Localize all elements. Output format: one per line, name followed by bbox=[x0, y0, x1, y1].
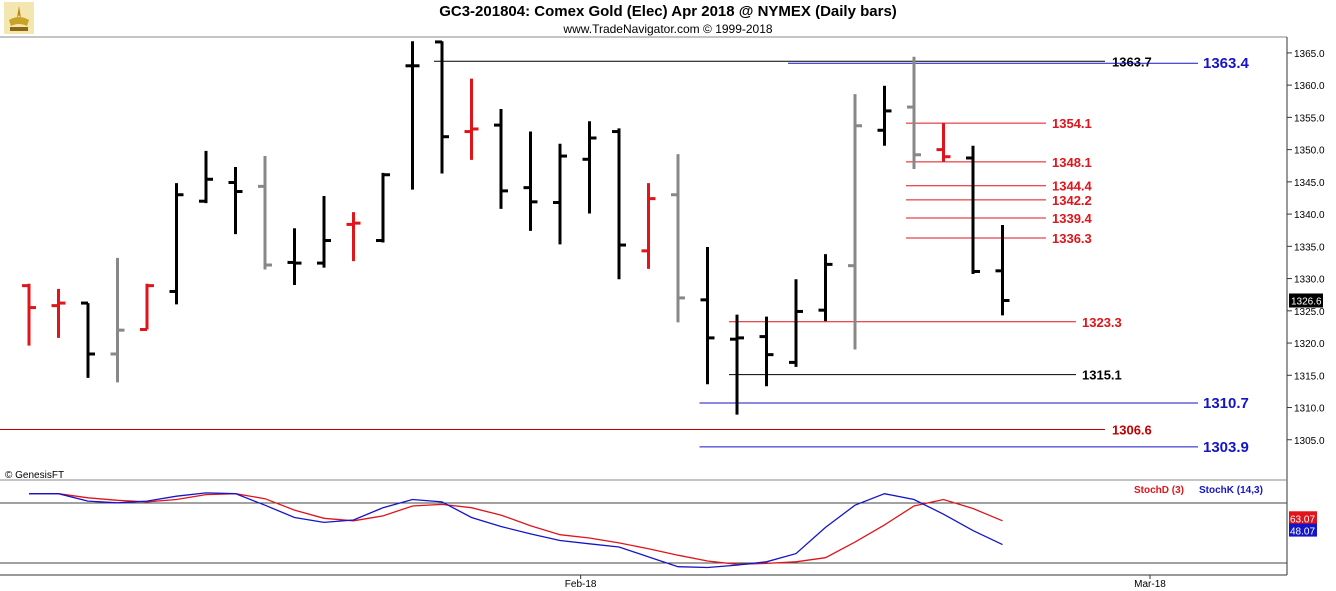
ohlc-bar bbox=[51, 288, 66, 338]
level-label: 1354.1 bbox=[1052, 116, 1092, 131]
ohlc-bar bbox=[523, 131, 538, 231]
ohlc-bar bbox=[730, 314, 744, 415]
level-label: 1303.9 bbox=[1203, 439, 1249, 456]
ohlc-bar bbox=[966, 145, 980, 275]
ohlc-bar bbox=[435, 40, 449, 174]
time-axis: Feb-18 Mar-18 bbox=[565, 575, 1166, 590]
y-tick-label: 1305.0 bbox=[1294, 436, 1325, 447]
level-label: 1342.2 bbox=[1052, 193, 1092, 208]
level-label: 1306.6 bbox=[1112, 422, 1152, 437]
ohlc-bar bbox=[818, 254, 833, 322]
ohlc-bar bbox=[553, 143, 567, 245]
stoch-series-line bbox=[29, 493, 1003, 565]
stoch-value-box bbox=[1289, 511, 1317, 525]
ohlc-bar bbox=[287, 228, 302, 286]
last-price-label: 1326.6 bbox=[1291, 296, 1322, 307]
ohlc-bar bbox=[110, 257, 125, 383]
y-tick-label: 1330.0 bbox=[1294, 275, 1325, 286]
level-label: 1348.1 bbox=[1052, 155, 1092, 170]
ohlc-bar bbox=[789, 279, 803, 367]
y-tick-label: 1325.0 bbox=[1294, 307, 1325, 318]
level-label: 1336.3 bbox=[1052, 231, 1092, 246]
ohlc-bar bbox=[199, 150, 213, 204]
price-axis: 1365.0 1360.0 1355.0 1350.0 1345.0 1340.0 1335… bbox=[1287, 49, 1325, 447]
level-label: 1315.1 bbox=[1082, 368, 1122, 383]
ohlc-bar bbox=[907, 56, 921, 169]
stoch-value-box bbox=[1289, 523, 1317, 537]
chart-subtitle: www.TradeNavigator.com © 1999-2018 bbox=[563, 22, 773, 36]
stochastic-panel: StochD (3) StochK (14,3) 63.07 48.07 bbox=[29, 485, 1317, 569]
chart-title: GC3-201804: Comex Gold (Elec) Apr 2018 @… bbox=[439, 3, 897, 20]
ohlc-bar bbox=[877, 85, 892, 146]
y-tick-label: 1310.0 bbox=[1294, 404, 1325, 415]
ohlc-bar bbox=[848, 94, 862, 350]
ohlc-bar bbox=[995, 225, 1010, 316]
x-tick-label: Feb-18 bbox=[565, 579, 597, 590]
level-label: 1310.7 bbox=[1203, 395, 1249, 412]
ohlc-bar bbox=[464, 78, 479, 160]
stoch-value-label: 63.07 bbox=[1290, 514, 1315, 525]
ohlc-bar bbox=[169, 183, 184, 305]
level-label: 1339.4 bbox=[1052, 211, 1093, 226]
ohlc-bar bbox=[612, 128, 626, 280]
ohlc-bar bbox=[140, 283, 154, 332]
y-tick-label: 1345.0 bbox=[1294, 178, 1325, 189]
stoch-legend-label: StochK (14,3) bbox=[1199, 485, 1263, 496]
ohlc-bar bbox=[936, 123, 951, 162]
y-tick-label: 1355.0 bbox=[1294, 113, 1325, 124]
y-tick-label: 1335.0 bbox=[1294, 242, 1325, 253]
y-tick-label: 1360.0 bbox=[1294, 81, 1325, 92]
ohlc-bar bbox=[258, 156, 272, 270]
ohlc-bar bbox=[81, 301, 95, 378]
y-tick-label: 1320.0 bbox=[1294, 339, 1325, 350]
ohlc-bar bbox=[671, 154, 685, 323]
genesis-logo-icon bbox=[4, 2, 34, 34]
level-label: 1363.7 bbox=[1112, 54, 1152, 69]
last-price-box bbox=[1289, 293, 1323, 308]
ohlc-bar bbox=[376, 172, 390, 243]
ohlc-bar bbox=[22, 283, 36, 346]
x-tick-label: Mar-18 bbox=[1134, 579, 1166, 590]
y-tick-label: 1350.0 bbox=[1294, 146, 1325, 157]
ohlc-bar bbox=[405, 41, 420, 190]
level-label: 1323.3 bbox=[1082, 315, 1122, 330]
level-label: 1363.4 bbox=[1203, 55, 1250, 72]
y-tick-label: 1340.0 bbox=[1294, 210, 1325, 221]
stoch-legend-label: StochD (3) bbox=[1134, 485, 1184, 496]
y-tick-label: 1315.0 bbox=[1294, 371, 1325, 382]
ohlc-bar bbox=[759, 316, 774, 387]
level-label: 1344.4 bbox=[1052, 179, 1093, 194]
ohlc-bar bbox=[346, 212, 361, 262]
ohlc-bars bbox=[22, 40, 1010, 415]
ohlc-bar bbox=[228, 167, 243, 235]
ohlc-bar bbox=[641, 183, 656, 269]
ohlc-bar bbox=[494, 108, 508, 209]
ohlc-bar bbox=[582, 121, 597, 214]
ohlc-bar bbox=[700, 246, 715, 385]
stoch-series-line bbox=[29, 492, 1003, 569]
copyright-label: © GenesisFT bbox=[5, 470, 64, 481]
y-tick-label: 1365.0 bbox=[1294, 49, 1325, 60]
ohlc-bar bbox=[317, 196, 331, 268]
stoch-value-label: 48.07 bbox=[1290, 527, 1315, 538]
